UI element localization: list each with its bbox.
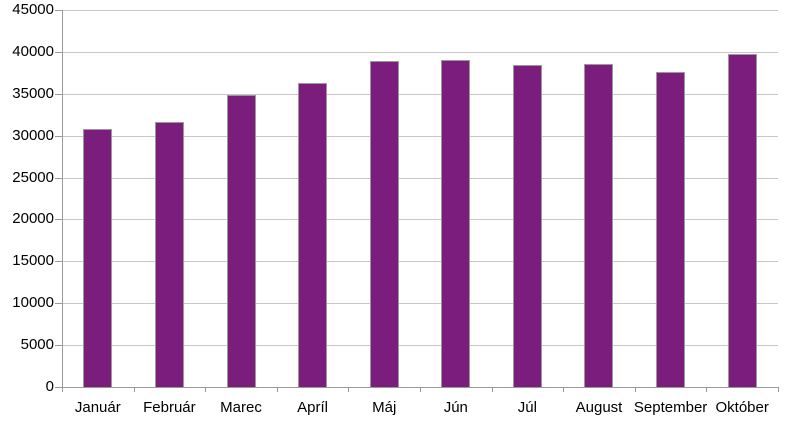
y-axis-label: 15000 — [12, 252, 54, 269]
gridline — [62, 261, 778, 262]
x-axis-label: Január — [74, 399, 121, 416]
y-axis-tick — [55, 387, 62, 388]
x-axis-tick — [134, 387, 135, 392]
x-axis-tick — [635, 387, 636, 392]
x-axis-tick — [348, 387, 349, 392]
y-axis-label: 0 — [45, 378, 54, 395]
bar — [298, 83, 327, 387]
gridline — [62, 10, 778, 11]
x-axis-label: Jún — [443, 399, 468, 416]
gridline — [62, 52, 778, 53]
y-axis-label: 10000 — [12, 294, 54, 311]
bar — [441, 60, 470, 387]
bar — [728, 54, 757, 387]
y-axis-label: 40000 — [12, 43, 54, 60]
y-axis-tick — [55, 303, 62, 304]
gridline — [62, 303, 778, 304]
x-axis-label: Júl — [517, 399, 537, 416]
x-axis-tick — [205, 387, 206, 392]
y-axis-tick — [55, 261, 62, 262]
y-axis-tick — [55, 52, 62, 53]
y-axis-tick — [55, 136, 62, 137]
x-axis-label: September — [633, 399, 708, 416]
gridline — [62, 178, 778, 179]
x-axis-tick — [492, 387, 493, 392]
x-axis-tick — [706, 387, 707, 392]
y-axis-label: 5000 — [20, 336, 54, 353]
x-axis-label: Apríl — [297, 399, 329, 416]
x-axis-tick — [277, 387, 278, 392]
x-axis-label: Marec — [220, 399, 262, 416]
y-axis-label: 20000 — [12, 210, 54, 227]
gridline — [62, 136, 778, 137]
bar — [370, 61, 399, 387]
gridline — [62, 345, 778, 346]
bar — [83, 129, 112, 387]
y-axis-line — [62, 10, 63, 387]
x-axis-tick — [563, 387, 564, 392]
x-axis-tick — [420, 387, 421, 392]
x-axis-label: Február — [143, 399, 196, 416]
gridline — [62, 94, 778, 95]
gridline — [62, 219, 778, 220]
y-axis-label: 25000 — [12, 169, 54, 186]
y-axis-tick — [55, 178, 62, 179]
bar — [584, 64, 613, 387]
y-axis-tick — [55, 10, 62, 11]
x-axis-label: Máj — [372, 399, 397, 416]
bar — [227, 95, 256, 387]
y-axis-label: 30000 — [12, 127, 54, 144]
y-axis-tick — [55, 345, 62, 346]
y-axis-tick — [55, 94, 62, 95]
y-axis-label: 35000 — [12, 85, 54, 102]
x-axis-tick — [778, 387, 779, 392]
y-axis-tick — [55, 219, 62, 220]
bar — [155, 122, 184, 387]
x-axis-tick — [62, 387, 63, 392]
bar — [513, 65, 542, 387]
x-axis-label: August — [575, 399, 623, 416]
y-axis-label: 45000 — [12, 1, 54, 18]
bar — [656, 72, 685, 387]
x-axis-label: Október — [715, 399, 769, 416]
